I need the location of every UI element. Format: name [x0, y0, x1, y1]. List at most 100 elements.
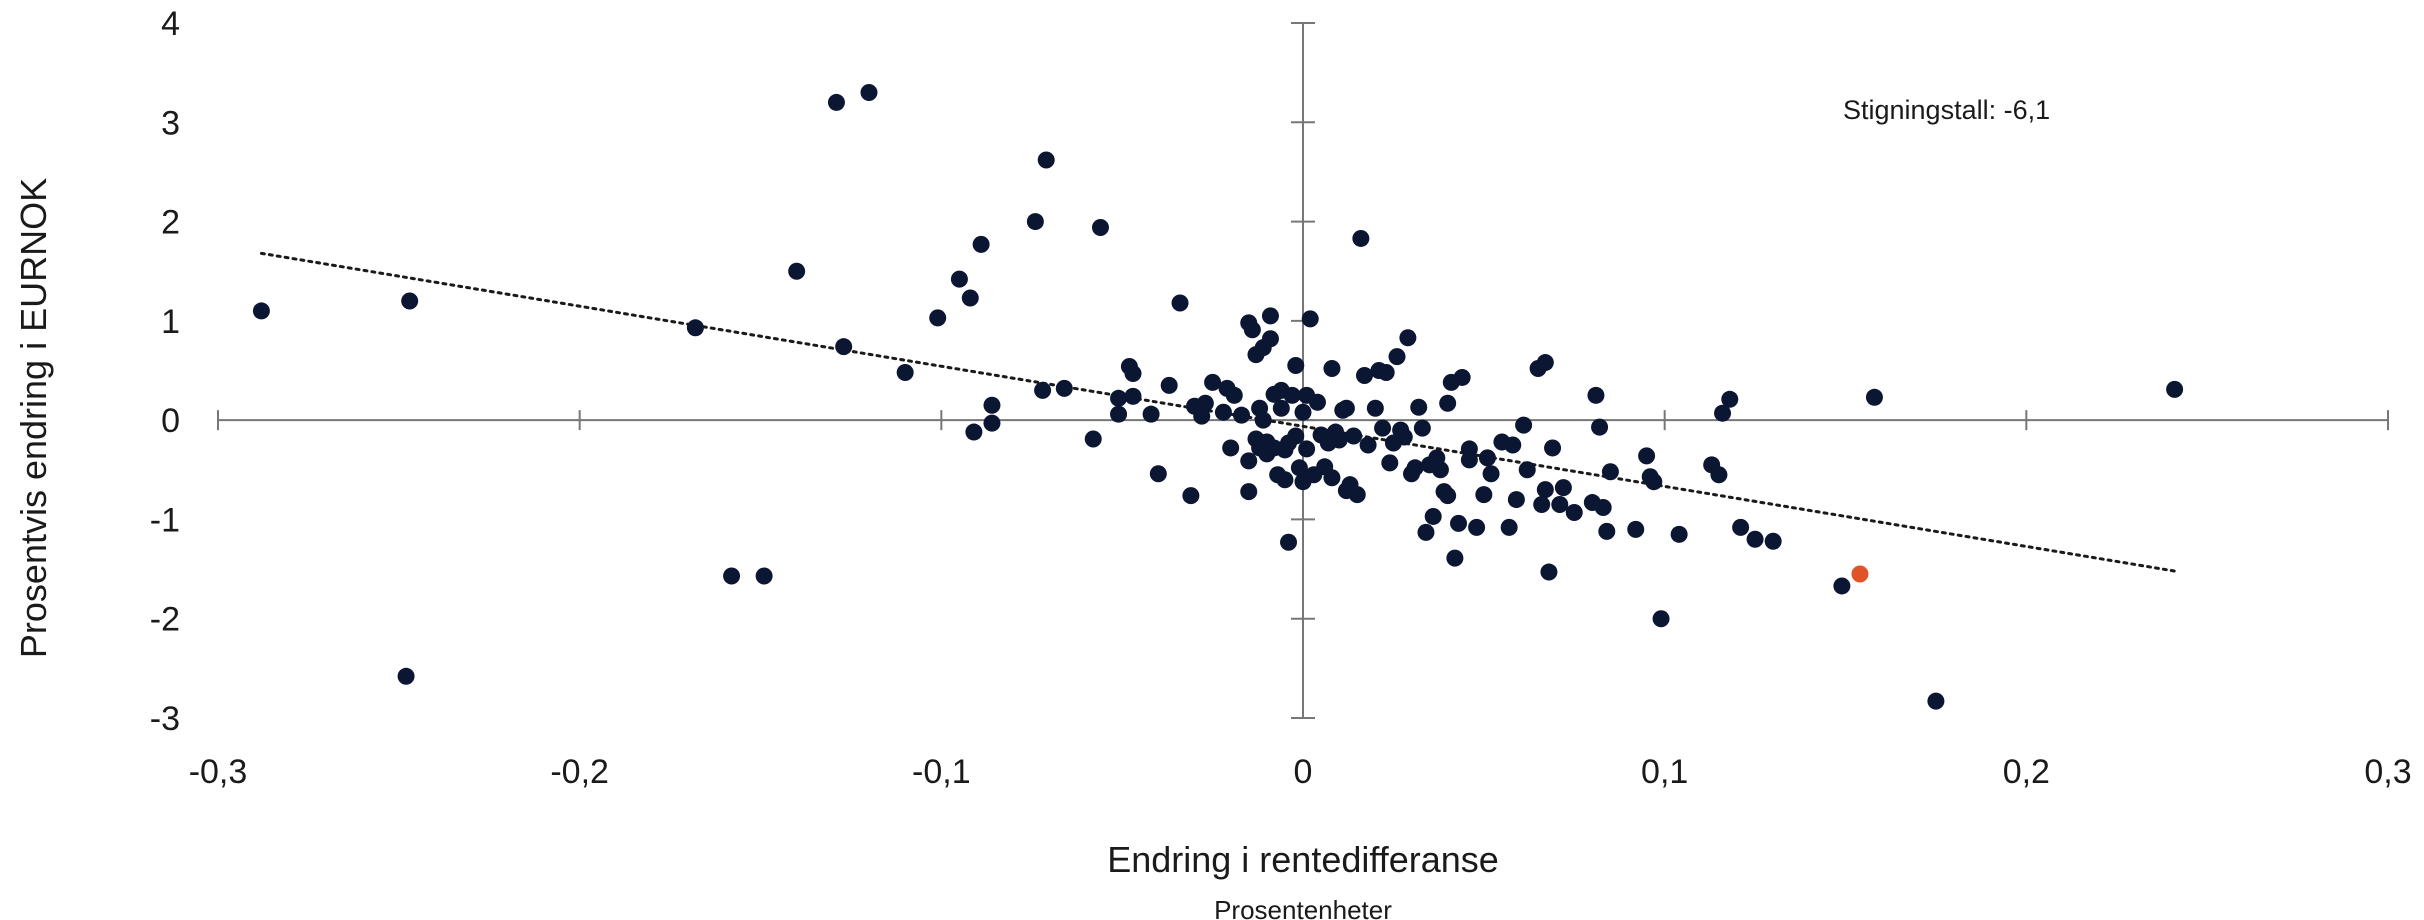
data-point	[1233, 406, 1251, 424]
data-point	[1171, 294, 1189, 312]
data-point	[2166, 380, 2184, 398]
data-point	[1507, 491, 1525, 509]
data-point	[1453, 368, 1471, 386]
data-point	[755, 567, 773, 585]
data-point	[1475, 486, 1493, 504]
data-point	[835, 338, 853, 356]
data-point	[1337, 399, 1355, 417]
data-point	[1301, 310, 1319, 328]
data-point	[983, 396, 1001, 414]
data-point	[1308, 393, 1326, 411]
y-tick-label: -3	[150, 700, 180, 738]
data-point	[1240, 452, 1258, 470]
data-point	[1536, 481, 1554, 499]
data-point	[827, 93, 845, 111]
data-point	[1374, 419, 1392, 437]
slope-annotation: Stigningstall: -6,1	[1843, 95, 2050, 125]
data-point	[1554, 479, 1572, 497]
data-point	[1504, 436, 1522, 454]
data-point	[1377, 363, 1395, 381]
data-point	[1388, 348, 1406, 366]
data-point	[1330, 431, 1348, 449]
x-tick-label: -0,1	[912, 753, 971, 791]
data-point	[1601, 463, 1619, 481]
data-point	[1298, 440, 1316, 458]
data-point	[1439, 487, 1457, 505]
data-point	[896, 363, 914, 381]
data-point	[1565, 503, 1583, 521]
data-point	[1746, 530, 1764, 548]
data-point	[983, 414, 1001, 432]
data-point	[1627, 520, 1645, 538]
y-tick-label: 0	[161, 402, 180, 440]
data-point	[1482, 465, 1500, 483]
data-point	[1283, 386, 1301, 404]
data-point	[1225, 386, 1243, 404]
data-point	[1348, 486, 1366, 504]
data-point	[972, 235, 990, 253]
data-point	[1710, 466, 1728, 484]
x-tick-label: 0	[1294, 753, 1313, 791]
data-point	[1598, 522, 1616, 540]
data-point	[1399, 329, 1417, 347]
data-point	[1193, 407, 1211, 425]
data-point	[1406, 459, 1424, 477]
data-point	[1276, 471, 1294, 489]
data-point	[1254, 411, 1272, 429]
highlighted-data-point	[1851, 565, 1869, 583]
data-point	[1381, 454, 1399, 472]
data-point	[1026, 213, 1044, 231]
data-point	[1536, 354, 1554, 372]
x-tick-label: -0,3	[189, 753, 248, 791]
data-point	[1355, 366, 1373, 384]
data-point	[1287, 427, 1305, 445]
data-point	[1345, 427, 1363, 445]
data-point	[1670, 525, 1688, 543]
data-point	[1323, 469, 1341, 487]
data-point	[929, 309, 947, 327]
data-point	[1352, 229, 1370, 247]
data-point	[1149, 465, 1167, 483]
data-point	[252, 302, 270, 320]
data-point	[1413, 419, 1431, 437]
data-point	[1645, 473, 1663, 491]
data-point	[1431, 461, 1449, 479]
y-tick-label: -1	[150, 501, 180, 539]
data-point	[1214, 403, 1232, 421]
data-point	[1417, 523, 1435, 541]
data-point	[1424, 507, 1442, 525]
data-point	[1833, 577, 1851, 595]
data-point	[1518, 461, 1536, 479]
data-point	[1366, 399, 1384, 417]
tick-labels: -0,3 -0,2 -0,1 0 0,1 0,2 0,3 -3 -2 -1 0 1 2 3 4	[150, 5, 2412, 791]
data-point	[1034, 381, 1052, 399]
data-point	[1204, 373, 1222, 391]
data-point	[1240, 483, 1258, 501]
y-tick-label: -2	[150, 601, 180, 639]
data-point	[1450, 514, 1468, 532]
x-tick-label: 0,1	[1641, 753, 1688, 791]
data-point	[1359, 436, 1377, 454]
data-point	[1272, 399, 1290, 417]
data-point	[1261, 330, 1279, 348]
data-point	[1594, 499, 1612, 517]
data-point	[1446, 549, 1464, 567]
data-point	[1714, 404, 1732, 422]
data-point	[1110, 389, 1128, 407]
data-point	[1478, 449, 1496, 467]
data-point	[1037, 151, 1055, 169]
y-tick-label: 3	[161, 104, 180, 142]
data-point	[1721, 390, 1739, 408]
data-point	[1551, 496, 1569, 514]
x-tick-label: 0,2	[2003, 753, 2050, 791]
data-point	[1142, 405, 1160, 423]
data-point	[723, 567, 741, 585]
data-point	[950, 270, 968, 288]
data-point	[401, 292, 419, 310]
data-point	[1084, 430, 1102, 448]
data-point	[1468, 518, 1486, 536]
data-point	[1865, 388, 1883, 406]
points-layer	[252, 84, 2184, 710]
data-point	[1222, 439, 1240, 457]
